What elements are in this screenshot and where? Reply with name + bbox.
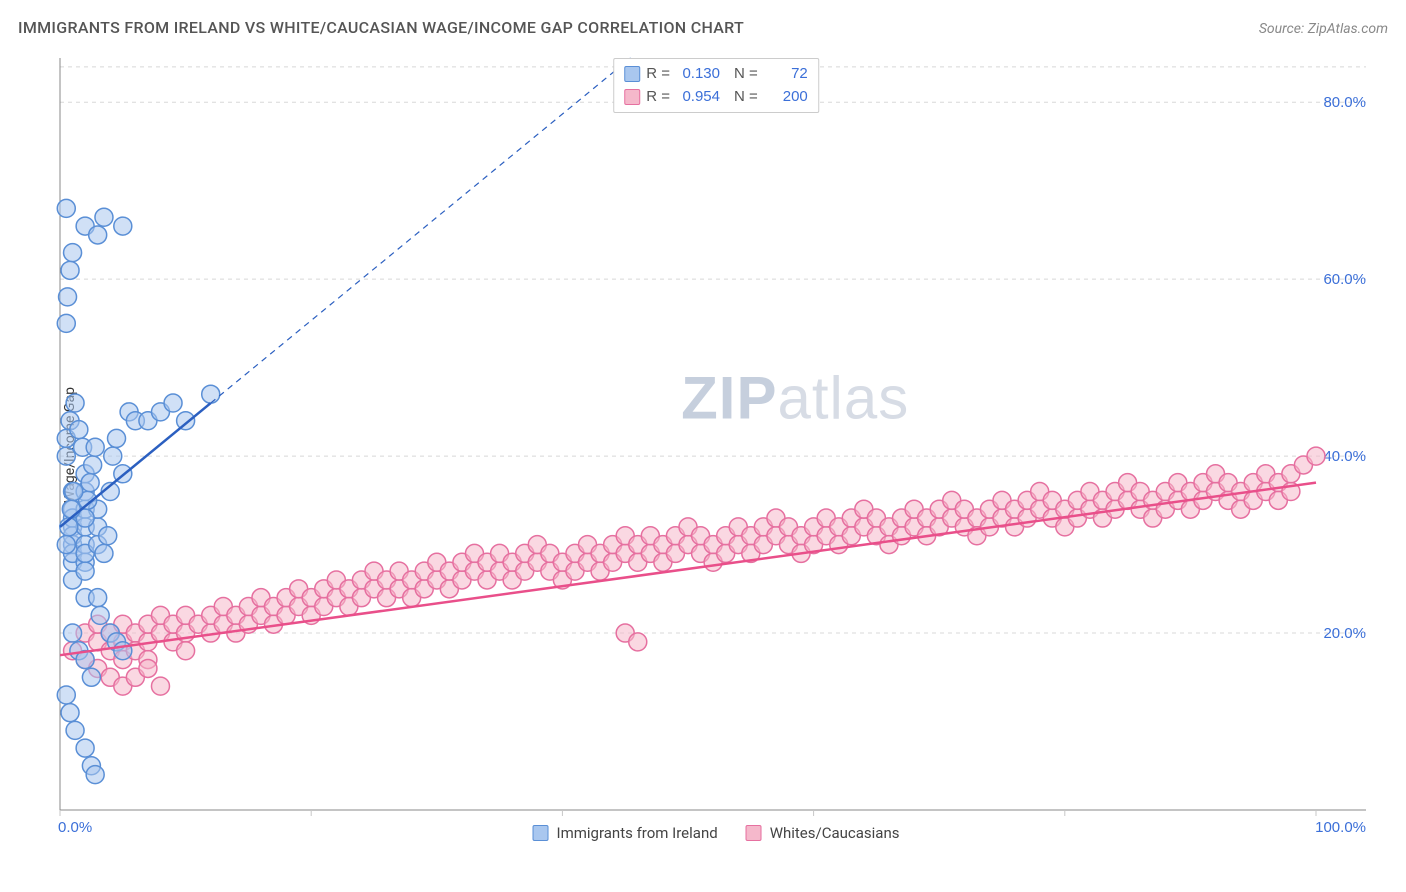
r-label: R =	[646, 86, 670, 109]
legend-swatch-1	[533, 825, 549, 841]
scatter-plot-svg: 20.0% 40.0% 60.0% 80.0% 0.0% 100.0%	[56, 50, 1376, 840]
legend-swatch-2	[746, 825, 762, 841]
r-label: R =	[646, 63, 670, 86]
svg-text:60.0%: 60.0%	[1323, 271, 1366, 288]
legend-item-1: Immigrants from Ireland	[533, 824, 718, 842]
svg-text:80.0%: 80.0%	[1323, 94, 1366, 111]
svg-text:20.0%: 20.0%	[1323, 625, 1366, 642]
n-value-2: 200	[764, 86, 808, 109]
plot-region: 20.0%40.0%60.0%80.0%0.0%100.0% ZIPatlas …	[56, 50, 1376, 840]
legend-row-series-2: R = 0.954 N = 200	[624, 86, 808, 109]
chart-title: IMMIGRANTS FROM IRELAND VS WHITE/CAUCASI…	[18, 18, 744, 37]
svg-text:100.0%: 100.0%	[1315, 819, 1366, 836]
correlation-legend: R = 0.130 N = 72 R = 0.954 N = 200	[613, 58, 819, 113]
series-legend: Immigrants from Ireland Whites/Caucasian…	[533, 824, 900, 842]
chart-area: Wage/Income Gap 20.0%40.0%60.0%80.0%0.0%…	[48, 50, 1390, 840]
n-value-1: 72	[764, 63, 808, 86]
swatch-series-1	[624, 66, 640, 82]
swatch-series-2	[624, 89, 640, 105]
legend-item-2: Whites/Caucasians	[746, 824, 900, 842]
svg-text:40.0%: 40.0%	[1323, 448, 1366, 465]
r-value-2: 0.954	[676, 86, 720, 109]
legend-label-1: Immigrants from Ireland	[557, 824, 718, 842]
n-label: N =	[734, 86, 758, 109]
svg-text:0.0%: 0.0%	[58, 819, 92, 836]
n-label: N =	[734, 63, 758, 86]
source-attribution: Source: ZipAtlas.com	[1259, 21, 1388, 37]
legend-row-series-1: R = 0.130 N = 72	[624, 63, 808, 86]
r-value-1: 0.130	[676, 63, 720, 86]
legend-label-2: Whites/Caucasians	[770, 824, 900, 842]
